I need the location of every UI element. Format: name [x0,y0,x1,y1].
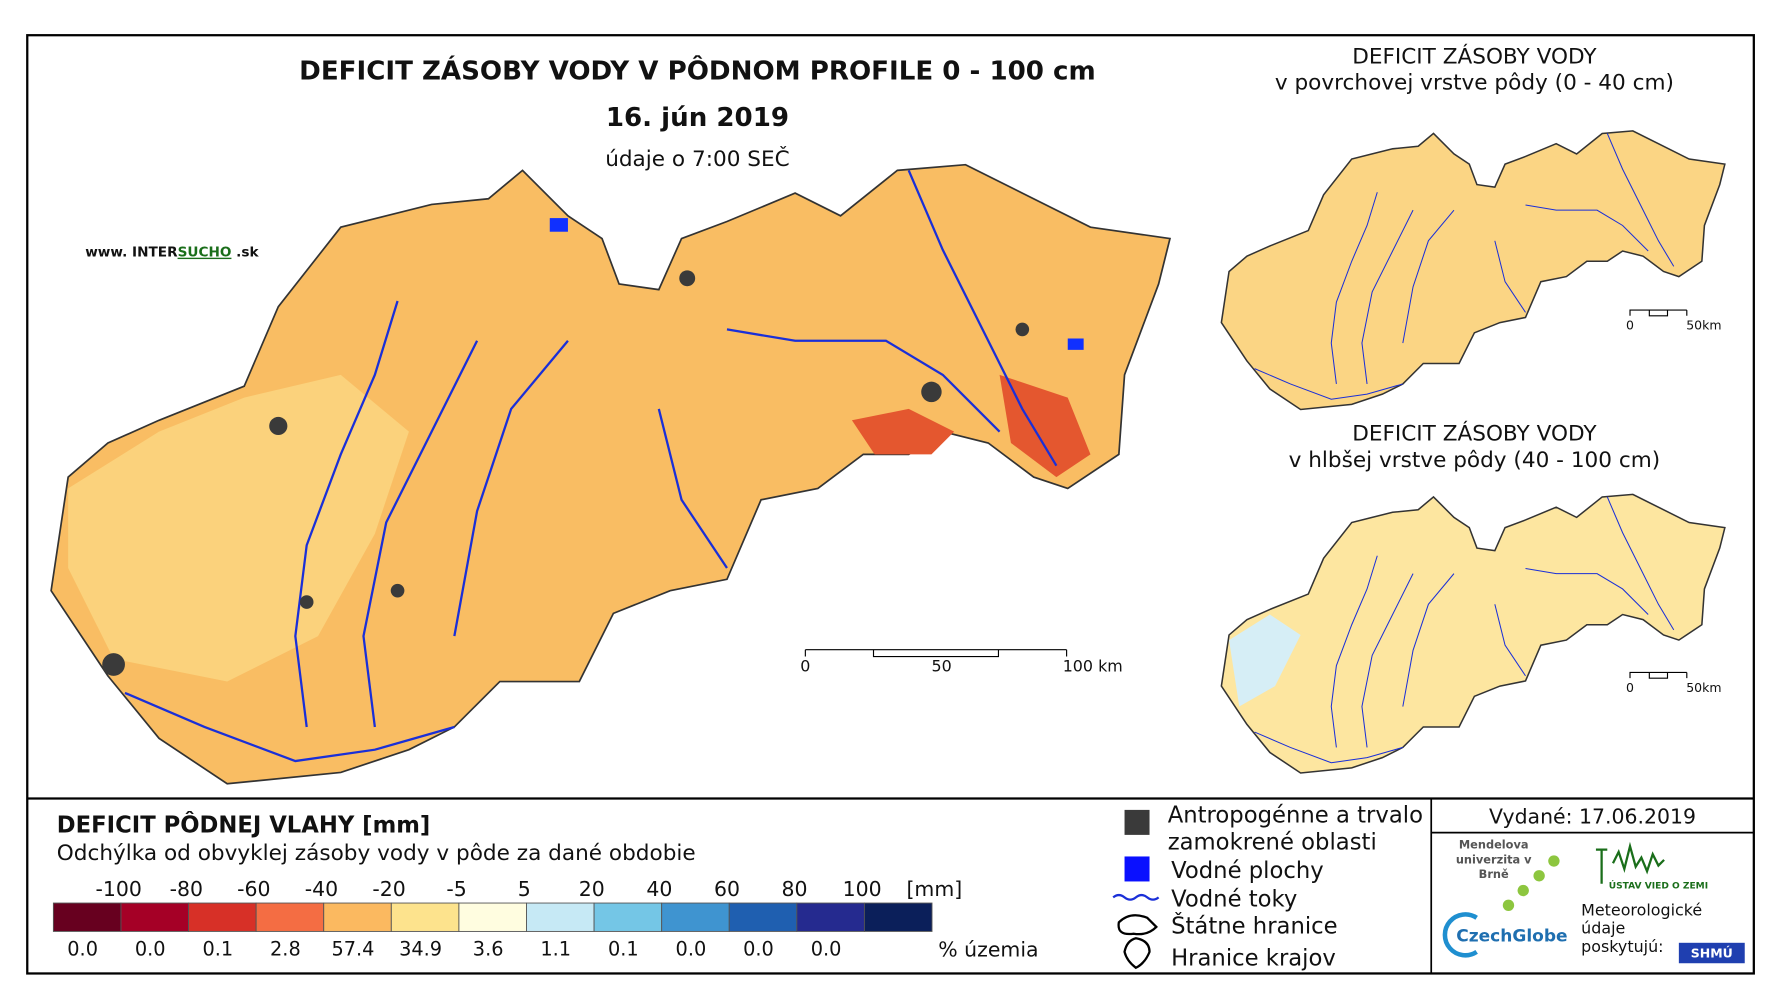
legend-swatch [728,902,798,932]
main-title: DEFICIT ZÁSOBY VODY V PÔDNOM PROFILE 0 -… [299,55,1096,87]
legend-swatch [188,902,257,932]
logo-box: Mendelova univerzita v Brně [1455,839,1532,882]
scale-label: 0 [1626,317,1634,332]
legend-share: 34.9 [399,937,442,960]
legend-bound: 60 [714,877,740,901]
inset-title: DEFICIT ZÁSOBY VODY [1352,421,1597,447]
scale-bar [1629,671,1688,679]
earth-logo: ÚSTAV VIED O ZEMI [1609,879,1708,891]
legend-share: 57.4 [331,937,374,960]
scale-label: 0 [1626,680,1634,695]
legend-bound: -20 [372,877,405,901]
legend-bound: 100 [843,877,882,901]
legend-swatch [458,902,527,932]
legend-bound: 80 [782,877,808,901]
scale-label: 50 [932,656,952,675]
mendel-logo: Mendelova univerzita v Brně [1455,839,1532,882]
legend-bound: 20 [579,877,605,901]
legend-subtitle: Odchýlka od obvyklej zásoby vody v pôde … [57,841,696,866]
symbol-legend [1112,809,1160,970]
legend-bound: -60 [237,877,270,901]
website-prefix: www. INTER [85,245,178,261]
inset-subtitle: v povrchovej vrstve pôdy (0 - 40 cm) [1275,71,1674,96]
website-suffix: .sk [231,245,259,261]
shmu-logo: SHMÚ [1691,946,1733,961]
scale-label: 50km [1686,317,1721,332]
logo-dots [1502,855,1560,911]
legend-bound: -100 [96,877,142,901]
legend-swatch [323,902,392,932]
legend-swatch [390,902,460,932]
issued-date: Vydané: 17.06.2019 [1489,805,1696,829]
symbol-label: Vodné toky [1171,886,1297,912]
website-highlight: SUCHO [178,245,232,261]
legend-title: DEFICIT PÔDNEJ VLAHY [mm] [57,811,430,839]
legend-share: 0.1 [202,937,233,960]
legend-share: 0.0 [743,937,774,960]
legend-swatch [661,902,730,932]
meteo-text: Meteorologické údaje poskytujú: [1581,901,1703,957]
legend-swatch [593,902,663,932]
symbol-label: Vodné plochy [1171,858,1324,884]
legend-share: 0.1 [608,937,639,960]
legend-share: 3.6 [473,937,504,960]
legend-swatch [526,902,595,932]
legend-swatch [52,902,122,932]
legend-bound: -40 [305,877,338,901]
scale-label: 50km [1686,680,1721,695]
symbol-label: Antropogénne a trvalo zamokrené oblasti [1167,800,1423,856]
inset-map [1220,493,1726,774]
meteo-box: Meteorologické údaje poskytujú: [1581,901,1703,957]
legend-share: 0.0 [811,937,842,960]
earth-logo-mark [1595,841,1665,884]
scale-bar [1629,309,1688,317]
czechglobe-logo: CzechGlobe [1456,927,1567,947]
main-map [50,163,1171,785]
legend-share: 0.0 [676,937,707,960]
scale-bar [804,649,1068,658]
main-date: 16. jún 2019 [606,103,789,133]
legend-share: 2.8 [270,937,301,960]
inset-title: DEFICIT ZÁSOBY VODY [1352,44,1597,70]
legend-bound: 5 [518,877,531,901]
symbol-label: Hranice krajov [1171,946,1336,972]
legend-swatch [255,902,325,932]
legend-bound: -5 [446,877,466,901]
legend-swatch [863,902,933,932]
czechglobe-arc [1442,912,1478,958]
legend-scale: 0.0 0.0 0.1 2.8 57.4 34.9 3.6 1.1 0.1 0.0 0.0 0.0 -1… [52,877,933,960]
legend-swatch [796,902,865,932]
website: www. INTERSUCHO .sk [85,245,259,261]
legend-swatch [120,902,190,932]
legend-share: 0.0 [135,937,166,960]
legend-bound: 40 [646,877,672,901]
share-label: % územia [938,937,1038,961]
legend-unit: [mm] [906,877,962,901]
symbol-label: Štátne hranice [1171,912,1337,940]
legend-share: 0.0 [67,937,98,960]
legend-bound: -80 [170,877,203,901]
symbol-label-box: Antropogénne a trvalo zamokrené oblasti [1167,800,1423,856]
inset-subtitle: v hlbšej vrstve pôdy (40 - 100 cm) [1289,448,1661,473]
shmu-logo-bg [1678,942,1745,964]
scale-label: 100 km [1063,656,1123,675]
scale-label: 0 [800,656,810,675]
time-note: údaje o 7:00 SEČ [605,146,790,172]
legend-share: 1.1 [540,937,571,960]
